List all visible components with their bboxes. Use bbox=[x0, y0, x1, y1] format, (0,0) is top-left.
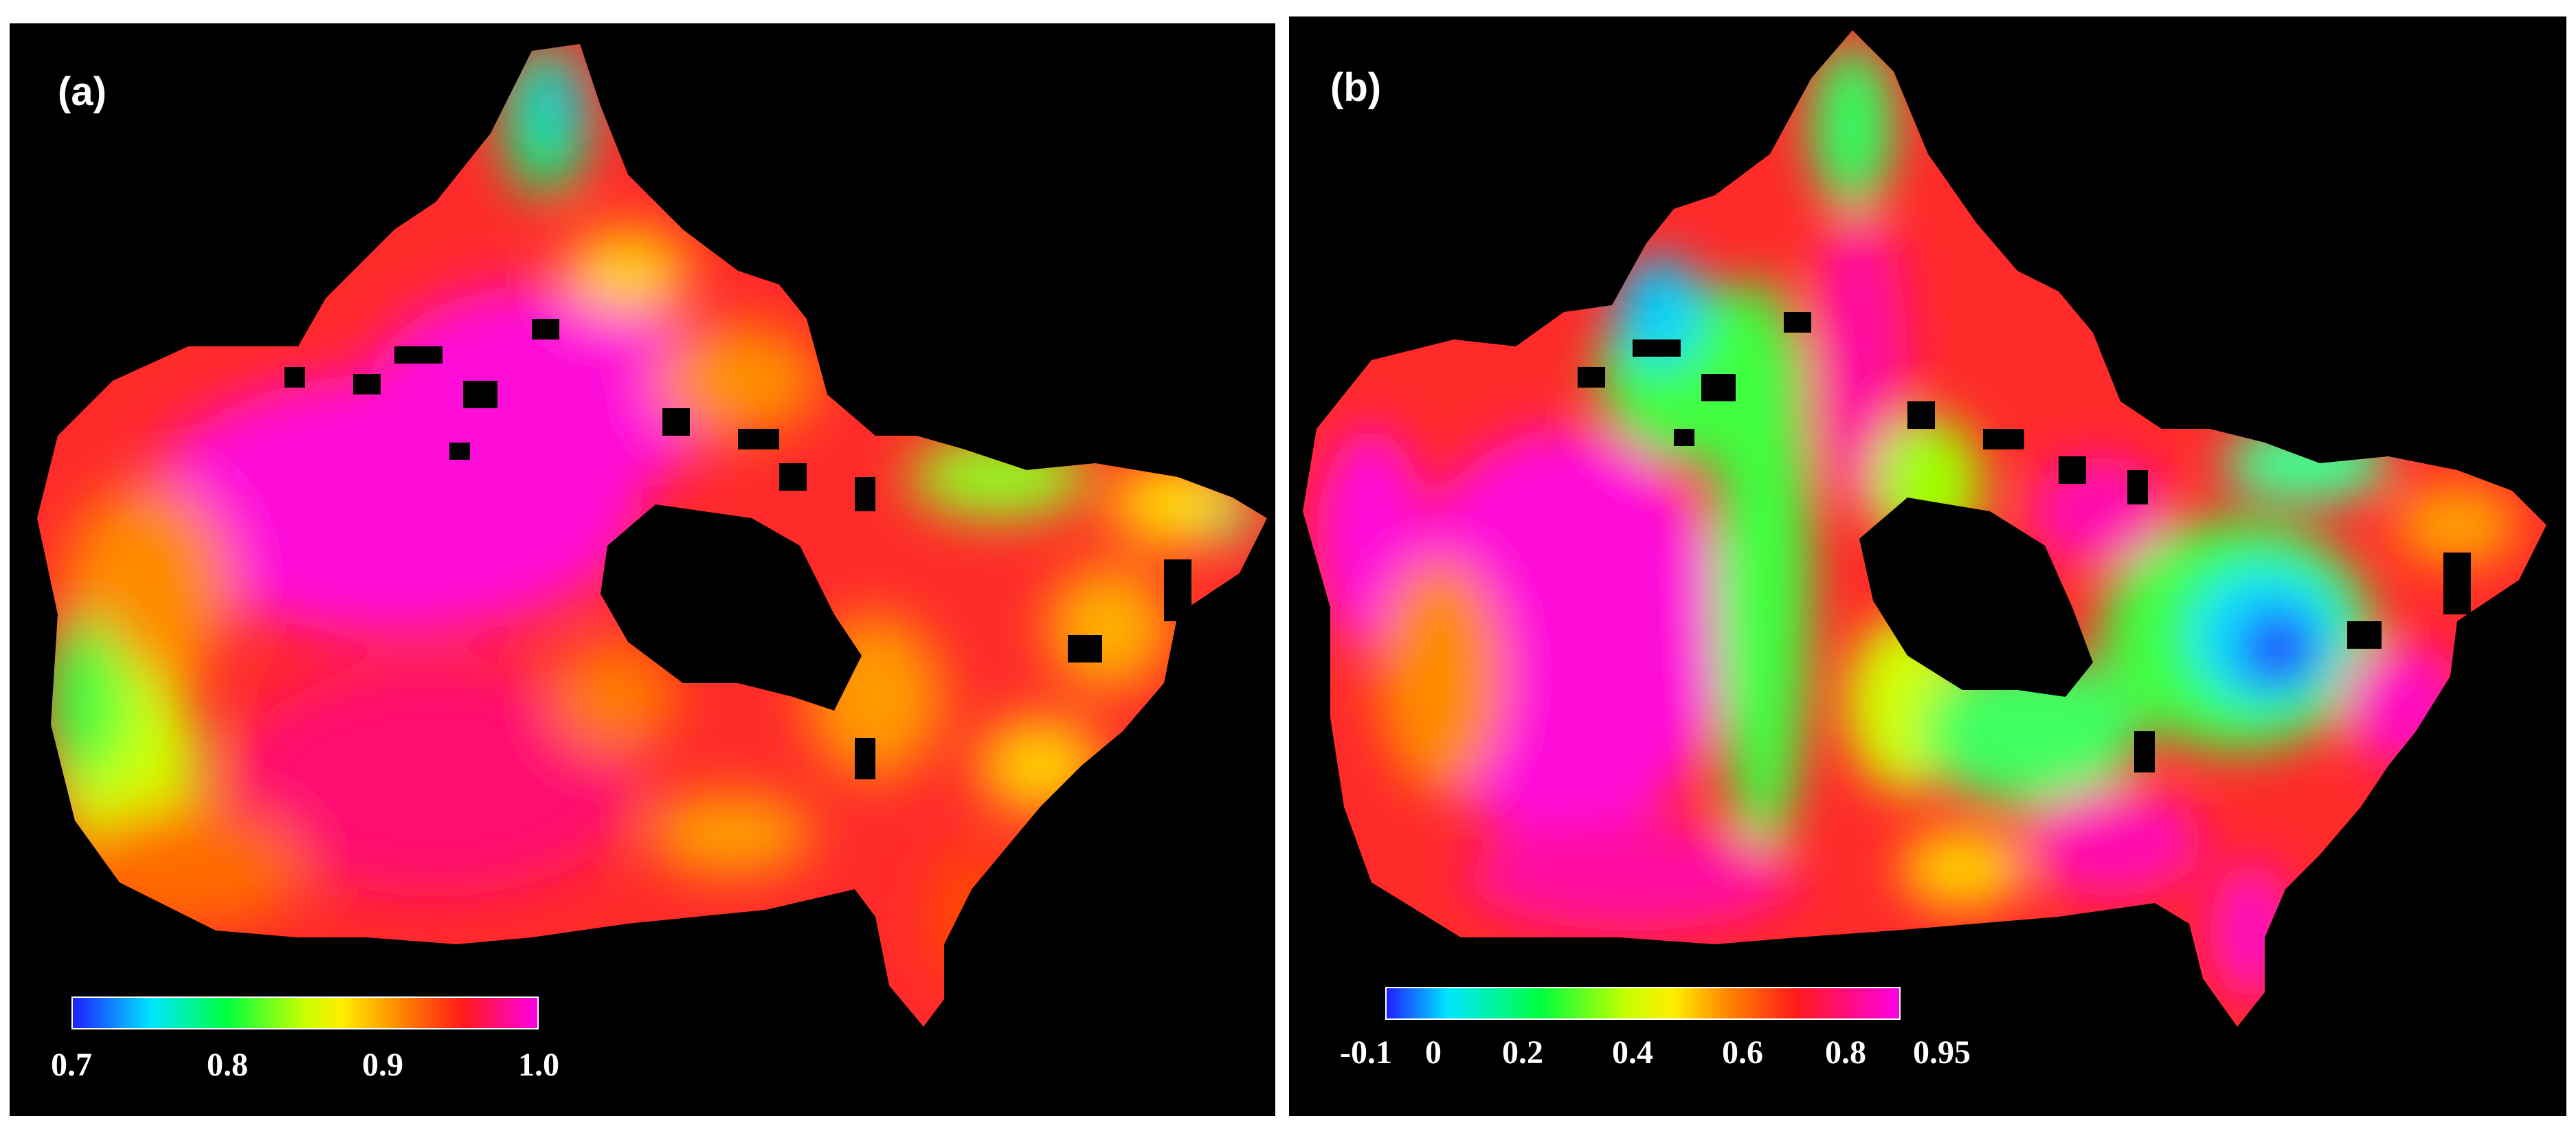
map-panel-b: (b) -0.1 0 0.2 0.4 0.6 0.8 0.95 bbox=[1289, 16, 2566, 1116]
colorbar-a-tick-2: 0.8 bbox=[207, 1047, 248, 1083]
panel-divider bbox=[1279, 16, 1284, 1116]
colorbar-b-tick-6: 0.8 bbox=[1825, 1034, 1866, 1071]
colorbar-b-tick-3: 0.2 bbox=[1502, 1034, 1543, 1071]
map-a-field bbox=[37, 44, 1267, 1027]
colorbar-a bbox=[71, 996, 539, 1029]
map-b bbox=[1303, 30, 2546, 1027]
colorbar-b-tick-2: 0 bbox=[1425, 1034, 1442, 1071]
map-b-field bbox=[1303, 30, 2546, 1027]
panel-label-a: (a) bbox=[58, 69, 107, 114]
colorbar-a-tick-1: 0.7 bbox=[51, 1047, 92, 1083]
map-panel-a: (a) 0.7 0.8 0.9 1.0 bbox=[10, 23, 1275, 1116]
map-a bbox=[37, 44, 1267, 1027]
colorbar-b-tick-7: 0.95 bbox=[1913, 1034, 1971, 1071]
colorbar-b-tick-4: 0.4 bbox=[1612, 1034, 1653, 1071]
colorbar-a-tick-4: 1.0 bbox=[518, 1047, 559, 1083]
colorbar-b bbox=[1385, 987, 1901, 1020]
colorbar-a-tick-3: 0.9 bbox=[362, 1047, 403, 1083]
colorbar-b-tick-1: -0.1 bbox=[1340, 1034, 1392, 1071]
panel-label-b: (b) bbox=[1330, 65, 1382, 110]
colorbar-b-tick-5: 0.6 bbox=[1722, 1034, 1763, 1071]
